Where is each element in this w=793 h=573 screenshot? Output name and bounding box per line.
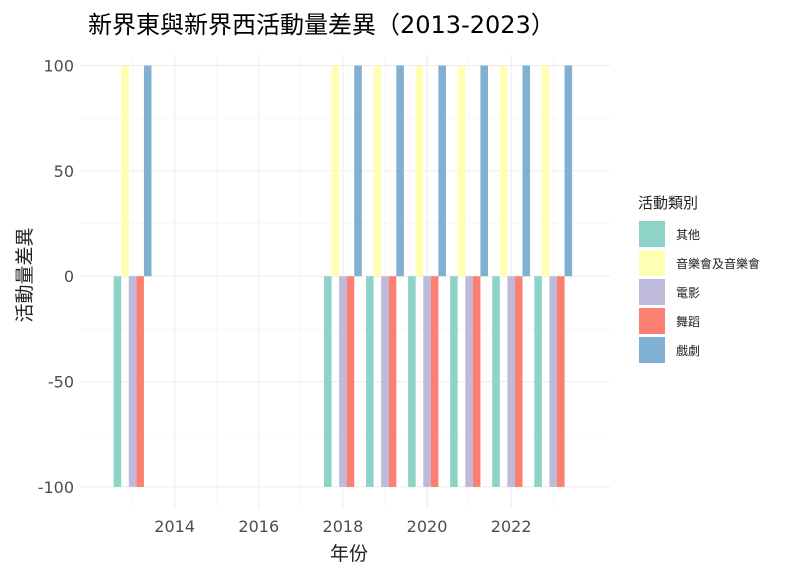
legend-label: 戲劇: [676, 343, 700, 358]
bar: [143, 65, 152, 277]
chart-title: 新界東與新界西活動量差異（2013-2023）: [88, 11, 555, 39]
x-tick-label: 2020: [407, 517, 448, 536]
y-tick-label: -50: [48, 373, 74, 392]
bar: [388, 276, 397, 487]
bar: [381, 276, 389, 487]
bar: [423, 276, 431, 487]
bars: [113, 65, 573, 487]
y-tick-labels: 100 50 0 -50 -100: [38, 57, 74, 497]
bar: [465, 276, 473, 487]
bar: [415, 65, 424, 277]
bar: [507, 276, 515, 487]
y-tick-label: -100: [38, 478, 74, 497]
bar: [499, 65, 508, 277]
x-tick-label: 2018: [323, 517, 364, 536]
bar: [534, 276, 542, 487]
bar: [331, 65, 340, 277]
x-tick-labels: 2014 2016 2018 2020 2022: [154, 517, 531, 536]
bar: [438, 65, 446, 277]
x-axis-title: 年份: [330, 543, 368, 565]
x-tick-label: 2022: [491, 517, 532, 536]
legend-label: 音樂會及音樂會: [676, 256, 760, 271]
bar: [354, 65, 362, 277]
bar: [492, 276, 500, 487]
legend-swatch: [639, 337, 665, 363]
bar: [339, 276, 347, 487]
bar: [549, 276, 557, 487]
bar: [564, 65, 573, 277]
bar: [323, 276, 332, 487]
bar: [136, 276, 144, 487]
bar: [346, 276, 355, 487]
legend-label: 電影: [676, 286, 700, 300]
y-tick-label: 0: [64, 267, 74, 286]
legend-swatch: [639, 250, 665, 276]
legend-swatch: [639, 279, 665, 305]
x-tick-label: 2016: [238, 517, 279, 536]
bar: [514, 276, 523, 487]
bar: [541, 65, 550, 277]
legend-title: 活動類別: [638, 194, 698, 212]
bar: [430, 276, 439, 487]
bar: [408, 276, 416, 487]
bar: [366, 276, 374, 487]
y-tick-label: 100: [43, 57, 74, 76]
bar: [457, 65, 466, 277]
y-tick-label: 50: [54, 162, 74, 181]
bar: [121, 65, 129, 277]
bar: [472, 276, 481, 487]
legend-swatch: [639, 221, 665, 247]
bar: [373, 65, 382, 277]
bar: [450, 276, 458, 487]
bar: [522, 65, 531, 277]
legend-label: 其他: [676, 228, 700, 242]
bar: [128, 276, 137, 487]
x-tick-label: 2014: [154, 517, 195, 536]
bar: [480, 65, 489, 277]
legend-label: 舞蹈: [676, 315, 700, 329]
legend-swatch: [639, 308, 665, 334]
y-axis-title: 活動量差異: [14, 227, 36, 322]
bar: [113, 276, 122, 487]
bar: [557, 276, 565, 487]
bar: [396, 65, 404, 277]
